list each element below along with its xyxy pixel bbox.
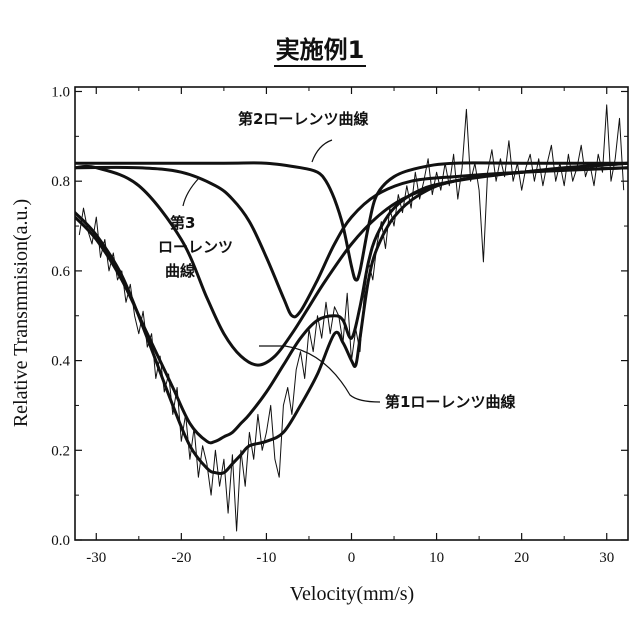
annotation-label-1: 第1ローレンツ曲線 — [385, 393, 515, 411]
y-tick-label: 0.4 — [51, 354, 70, 370]
y-tick-label: 0.6 — [51, 264, 70, 280]
lorentz-curve-2 — [75, 163, 628, 280]
x-tick-label: 20 — [514, 550, 529, 566]
x-tick-label: -30 — [86, 550, 106, 566]
y-tick-label: 0.8 — [51, 174, 70, 190]
x-tick-label: -20 — [171, 550, 191, 566]
x-axis-label: Velocity(mm/s) — [290, 583, 414, 605]
plot-frame — [75, 87, 628, 540]
axis-ticks — [75, 87, 628, 540]
annotation-leader-3 — [183, 178, 199, 206]
annotation-leader-2 — [312, 140, 332, 162]
annotation-label-3-line1: 第3 — [170, 214, 195, 232]
x-tick-label: 0 — [348, 550, 356, 566]
fit-curves — [75, 163, 628, 474]
y-tick-labels: 0.0 0.2 0.4 0.6 0.8 1.0 — [51, 84, 70, 549]
x-tick-labels: -30 -20 -10 0 10 20 30 — [86, 550, 614, 566]
mossbauer-chart: -30 -20 -10 0 10 20 30 0.0 0.2 0.4 0.6 0.8 1.0 Velo… — [0, 0, 640, 640]
x-tick-label: 10 — [429, 550, 444, 566]
annotation-label-2: 第2ローレンツ曲線 — [238, 110, 368, 128]
x-tick-label: -10 — [256, 550, 276, 566]
y-tick-label: 0.0 — [51, 533, 70, 549]
y-tick-label: 0.2 — [51, 443, 70, 459]
annotation-label-3-line2: ローレンツ — [158, 238, 233, 256]
fit-total-lower — [75, 168, 628, 474]
y-axis-label: Relative Transmmision(a.u.) — [10, 199, 32, 427]
y-tick-label: 1.0 — [51, 84, 70, 100]
plot-content — [75, 105, 628, 531]
annotation-label-3-line3: 曲線 — [165, 262, 195, 280]
x-tick-label: 30 — [599, 550, 614, 566]
